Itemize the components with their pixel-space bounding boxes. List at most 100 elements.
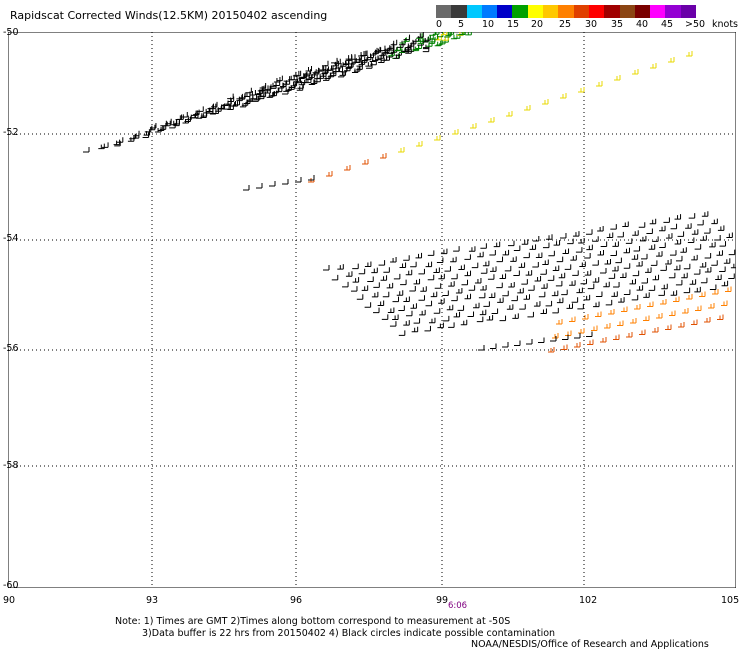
wind-barb xyxy=(506,304,514,310)
wind-barb xyxy=(674,239,682,245)
wind-barb xyxy=(227,93,234,100)
wind-barb xyxy=(569,280,576,286)
wind-barb xyxy=(457,305,465,311)
wind-barb xyxy=(464,293,472,300)
wind-barb xyxy=(673,264,681,271)
plot-frame xyxy=(8,32,736,588)
wind-barb xyxy=(367,276,374,283)
wind-barb xyxy=(540,308,547,315)
wind-barb xyxy=(584,270,592,276)
legend-label-30: 30 xyxy=(585,19,598,30)
lat-label-56: -56 xyxy=(3,343,19,354)
wind-barb xyxy=(438,273,445,280)
legend-swatch-9 xyxy=(573,5,589,18)
wind-barb xyxy=(295,177,302,183)
wind-barb xyxy=(656,313,663,319)
legend-swatch-1 xyxy=(451,5,467,18)
wind-barb xyxy=(330,63,337,70)
wind-barb xyxy=(325,65,333,71)
wind-barb xyxy=(548,347,555,353)
wind-barb xyxy=(371,291,379,298)
wind-barb xyxy=(670,223,678,230)
wind-barb xyxy=(381,314,389,320)
wind-barb xyxy=(645,267,652,273)
wind-barb xyxy=(545,300,553,307)
wind-barb xyxy=(440,32,448,36)
map-title: Rapidscat Corrected Winds(12.5KM) 201504… xyxy=(10,9,328,22)
wind-barb xyxy=(728,249,736,256)
wind-barb xyxy=(533,301,541,307)
wind-barb xyxy=(400,279,407,286)
wind-barb xyxy=(496,256,504,263)
wind-barb xyxy=(558,272,566,279)
wind-barb xyxy=(656,251,663,257)
wind-barb xyxy=(603,281,610,288)
wind-barb xyxy=(615,257,622,264)
wind-barb xyxy=(366,63,373,69)
wind-barb xyxy=(434,135,441,141)
wind-barb xyxy=(693,269,701,275)
wind-barb xyxy=(361,285,369,291)
wind-barb xyxy=(433,308,441,314)
wind-barb xyxy=(114,140,121,147)
wind-barb xyxy=(399,262,407,269)
legend-swatch-15 xyxy=(665,5,681,18)
lat-label-60: -60 xyxy=(3,580,19,591)
wind-barb xyxy=(493,241,501,248)
wind-barb xyxy=(701,211,709,217)
wind-barb xyxy=(660,299,667,305)
wind-barb xyxy=(630,318,637,324)
wind-barb xyxy=(669,310,676,316)
wind-barb xyxy=(600,241,608,247)
wind-barb xyxy=(488,117,495,123)
legend-unit: knots xyxy=(712,19,739,30)
wind-barb xyxy=(717,225,725,231)
wind-barb xyxy=(694,286,701,293)
wind-barb xyxy=(623,289,631,296)
wind-barbs xyxy=(83,32,736,353)
wind-barb xyxy=(365,61,372,67)
wind-barb xyxy=(687,237,695,244)
wind-barb xyxy=(398,330,406,336)
wind-barb xyxy=(695,305,702,311)
wind-barb xyxy=(562,248,570,254)
wind-barb xyxy=(411,326,419,333)
wind-barb xyxy=(523,252,530,259)
wind-barb xyxy=(670,290,678,296)
legend-label-5: 5 xyxy=(458,19,465,30)
wind-barb xyxy=(445,32,452,37)
wind-barb xyxy=(623,247,630,254)
wind-barb xyxy=(575,247,583,253)
wind-barb xyxy=(534,275,542,282)
wind-barb xyxy=(342,281,349,288)
wind-barb xyxy=(476,316,484,323)
wind-barb xyxy=(586,331,593,337)
wind-barb xyxy=(699,262,707,268)
wind-barb xyxy=(502,290,509,297)
wind-barb xyxy=(437,322,444,329)
wind-barb xyxy=(660,265,667,271)
wind-barb xyxy=(458,264,465,271)
wind-barb xyxy=(632,69,639,75)
wind-barb xyxy=(610,224,617,230)
wind-barb xyxy=(514,340,521,346)
wind-barb xyxy=(659,242,666,248)
wind-barb xyxy=(595,291,603,297)
wind-barb xyxy=(358,268,366,275)
wind-speed-legend-bar xyxy=(436,5,697,18)
wind-barb xyxy=(648,285,656,291)
wind-barb xyxy=(480,285,487,291)
wind-barb xyxy=(532,235,540,242)
wind-barb xyxy=(351,67,359,74)
wind-barb xyxy=(689,279,697,285)
wind-barb xyxy=(488,292,496,299)
wind-barb xyxy=(708,303,715,309)
wind-barb xyxy=(380,275,388,281)
wind-barb xyxy=(390,39,398,46)
wind-barb xyxy=(504,265,512,272)
wind-barb xyxy=(552,333,559,339)
wind-barb xyxy=(592,277,600,283)
wind-barb xyxy=(490,343,497,349)
wind-barb xyxy=(597,249,604,256)
wind-barb xyxy=(730,263,736,269)
